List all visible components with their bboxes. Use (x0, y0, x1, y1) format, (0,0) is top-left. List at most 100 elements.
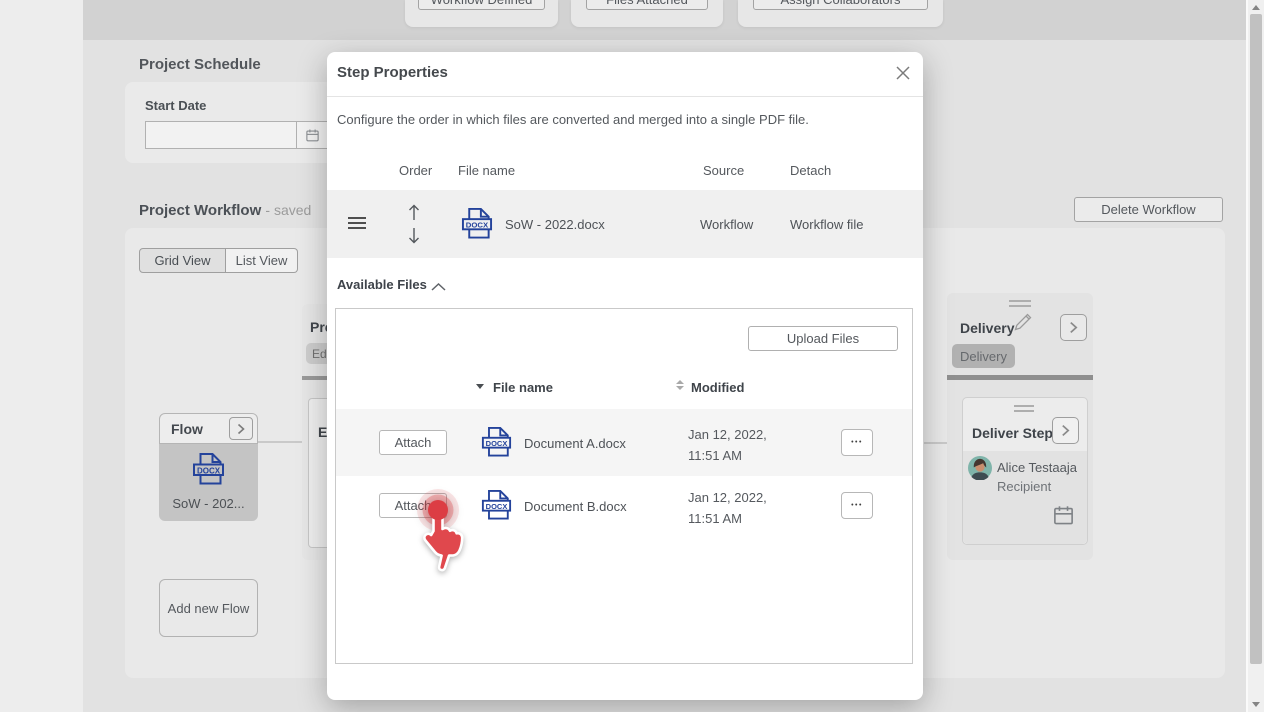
delivery-divider (947, 375, 1093, 380)
modified-date-line1: Jan 12, 2022, (688, 427, 767, 442)
close-icon[interactable] (895, 65, 911, 81)
docx-file-icon: DOCX (192, 452, 225, 489)
scroll-up-arrow[interactable] (1252, 5, 1260, 10)
docx-file-icon: DOCX (481, 426, 512, 461)
project-workflow-title: Project Workflow - saved (139, 202, 311, 219)
ellipsis-icon: ••• (851, 439, 863, 446)
sort-both-icon[interactable] (676, 380, 684, 390)
avatar (968, 456, 992, 483)
available-files-panel: Upload Files File name Modified Attach D (335, 308, 913, 664)
drag-handle-icon[interactable] (348, 217, 366, 229)
move-up-icon[interactable] (407, 203, 421, 225)
file-name: Document B.docx (524, 499, 627, 514)
move-down-icon[interactable] (407, 226, 421, 248)
calendar-icon[interactable] (296, 122, 327, 148)
file-name: Document A.docx (524, 436, 626, 451)
scroll-down-arrow[interactable] (1252, 702, 1260, 707)
deliver-step-card: Deliver Step Alice Testaaja Recipient (962, 397, 1088, 545)
start-date-input[interactable] (145, 121, 328, 149)
modal-description: Configure the order in which files are c… (337, 112, 809, 127)
delivery-connector-line (924, 442, 964, 444)
touch-cursor (417, 489, 464, 572)
files-attached-button[interactable]: Files Attached (586, 0, 708, 10)
drag-handle-icon[interactable] (1014, 405, 1034, 412)
project-schedule-title: Project Schedule (139, 56, 261, 73)
scrollbar-edge (1246, 0, 1248, 712)
docx-file-icon: DOCX (461, 207, 493, 243)
more-options-button[interactable]: ••• (841, 492, 873, 519)
list-view-button[interactable]: List View (226, 248, 298, 273)
sort-desc-icon[interactable] (476, 384, 484, 389)
deliver-step-body: Alice Testaaja Recipient (963, 451, 1087, 544)
modified-date-line2: 11:51 AM (688, 511, 742, 526)
workflow-file-name: SoW - 2022.docx (505, 217, 605, 232)
workflow-file-row: DOCX SoW - 2022.docx Workflow Workflow f… (327, 190, 923, 258)
files-column-modified[interactable]: Modified (691, 380, 745, 395)
open-deliver-step-button[interactable] (1052, 417, 1079, 444)
assign-collaborators-button[interactable]: Assign Collaborators (753, 0, 928, 10)
column-detach: Detach (790, 163, 832, 178)
calendar-icon[interactable] (1052, 504, 1075, 530)
chevron-up-icon[interactable] (430, 280, 447, 295)
status-card: Assign Collaborators (738, 0, 943, 27)
column-source: Source (703, 163, 745, 178)
modal-title: Step Properties (337, 64, 448, 81)
files-column-file-name[interactable]: File name (493, 380, 553, 395)
flow-card-header: Flow (159, 413, 258, 444)
grid-view-button[interactable]: Grid View (139, 248, 226, 273)
docx-icon-label: DOCX (486, 439, 508, 448)
file-modified-date: Jan 12, 2022, 11:51 AM (688, 424, 767, 466)
hidden-step-divider (302, 376, 335, 380)
more-options-button[interactable]: ••• (841, 429, 873, 456)
status-card: Workflow Defined (405, 0, 558, 27)
deliver-step-title: Deliver Step (972, 425, 1053, 441)
status-card: Files Attached (571, 0, 723, 27)
left-sidebar (0, 0, 83, 712)
add-new-flow-button[interactable]: Add new Flow (159, 579, 258, 637)
view-toggle: Grid View List View (139, 248, 298, 273)
modified-date-line1: Jan 12, 2022, (688, 490, 767, 505)
flow-file-name: SoW - 202... (172, 496, 245, 511)
scrollbar[interactable] (1248, 0, 1264, 712)
step-properties-modal: Step Properties Configure the order in w… (327, 52, 923, 700)
delivery-title: Delivery (960, 320, 1015, 336)
flow-card-body: DOCX SoW - 202... (159, 444, 258, 521)
file-modified-date: Jan 12, 2022, 11:51 AM (688, 487, 767, 529)
delete-workflow-button[interactable]: Delete Workflow (1074, 197, 1223, 222)
drag-handle-icon[interactable] (1009, 300, 1031, 307)
edit-pencil-icon[interactable] (1012, 312, 1033, 336)
open-flow-button[interactable] (229, 417, 253, 440)
file-row: Attach DOCX Document A.docx Jan 12, 2022… (336, 409, 912, 476)
save-status-text: - saved (265, 202, 312, 218)
open-delivery-button[interactable] (1060, 314, 1087, 341)
delivery-badge-text: Delivery (960, 348, 1007, 364)
project-workflow-title-text: Project Workflow (139, 202, 262, 219)
assignee-role: Recipient (997, 479, 1052, 494)
docx-file-icon: DOCX (481, 489, 512, 524)
hidden-step-badge-text: Edi (312, 346, 330, 361)
hidden-substep-label: E (318, 424, 328, 440)
scrollbar-thumb[interactable] (1250, 14, 1262, 664)
start-date-label: Start Date (145, 98, 207, 113)
available-files-title: Available Files (337, 277, 427, 292)
workflow-file-detach: Workflow file (790, 217, 864, 232)
docx-icon-label: DOCX (486, 502, 508, 511)
attach-button[interactable]: Attach (379, 430, 447, 455)
workflow-defined-button[interactable]: Workflow Defined (418, 0, 545, 10)
workflow-file-source: Workflow (700, 217, 754, 232)
assignee-name: Alice Testaaja (997, 460, 1077, 475)
hidden-step-title: Pre (310, 319, 333, 335)
flow-card[interactable]: Flow DOCX SoW - 202... (159, 413, 258, 521)
docx-icon-label: DOCX (466, 221, 489, 230)
delivery-step-card: Delivery Delivery Deliver Step (947, 293, 1093, 560)
flow-connector-line (258, 441, 308, 443)
delivery-type-badge: Delivery (952, 344, 1015, 368)
upload-files-button[interactable]: Upload Files (748, 326, 898, 351)
column-order: Order (399, 163, 433, 178)
ellipsis-icon: ••• (851, 502, 863, 509)
modified-date-line2: 11:51 AM (688, 448, 742, 463)
docx-icon-label: DOCX (197, 466, 221, 475)
flow-card-title: Flow (171, 420, 203, 437)
modal-header-divider (327, 96, 923, 97)
